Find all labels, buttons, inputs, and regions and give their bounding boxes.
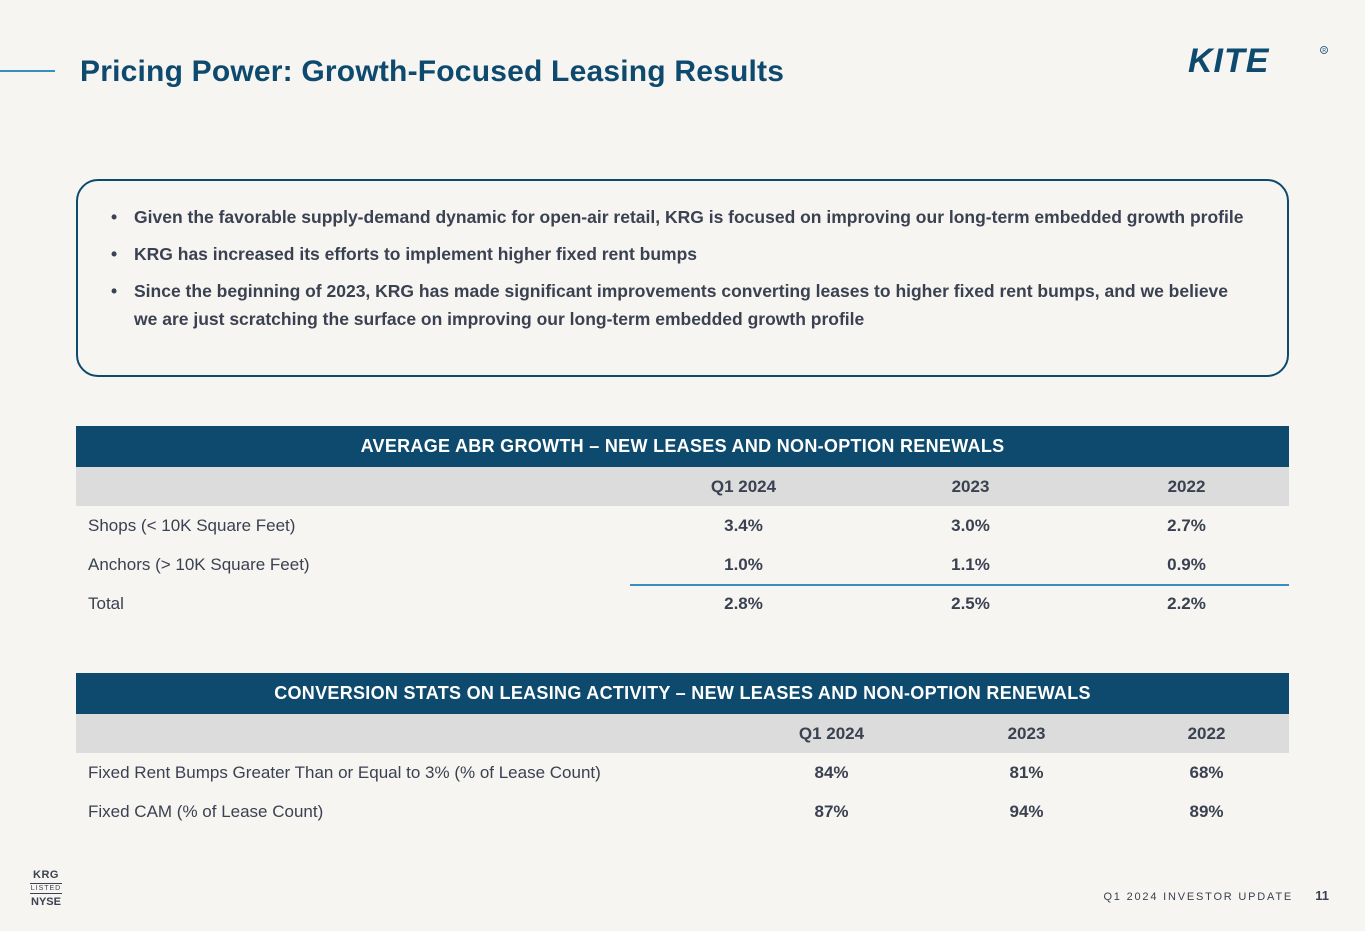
cell-value: 84% [814, 762, 849, 782]
table-row: Anchors (> 10K Square Feet) 1.0% 1.1% 0.… [76, 545, 1289, 584]
row-label: Total [88, 593, 124, 613]
bullet-icon: • [111, 244, 118, 264]
cell-value: 2.7% [1167, 515, 1206, 535]
callout-bullet: • KRG has increased its efforts to implem… [111, 240, 1247, 268]
cell-value: 81% [1009, 762, 1044, 782]
footer-text: Q1 2024 INVESTOR UPDATE [1103, 891, 1293, 903]
nyse-listed-badge: KRG LISTED NYSE [30, 869, 62, 908]
cell-value: 87% [814, 801, 849, 821]
bullet-text: KRG has increased its efforts to impleme… [134, 244, 698, 264]
cell-value: 89% [1189, 801, 1224, 821]
abr-growth-table: AVERAGE ABR GROWTH – NEW LEASES AND NON-… [76, 426, 1289, 623]
row-label: Fixed CAM (% of Lease Count) [88, 801, 324, 821]
table-title: AVERAGE ABR GROWTH – NEW LEASES AND NON-… [76, 426, 1289, 467]
cell-value: 1.0% [724, 554, 763, 574]
page-title: Pricing Power: Growth-Focused Leasing Re… [80, 55, 785, 88]
row-label: Fixed Rent Bumps Greater Than or Equal t… [88, 762, 601, 782]
callout-bullet: • Given the favorable supply-demand dynam… [111, 203, 1247, 231]
badge-listed: LISTED [30, 883, 62, 894]
bullet-text: Given the favorable supply-demand dynami… [134, 207, 1244, 227]
cell-value: 2.5% [951, 593, 990, 613]
column-header: 2022 [1167, 476, 1206, 496]
table-title: CONVERSION STATS ON LEASING ACTIVITY – N… [76, 673, 1289, 714]
bullet-icon: • [111, 207, 118, 227]
table-row: Shops (< 10K Square Feet) 3.4% 3.0% 2.7% [76, 506, 1289, 545]
title-accent-line [0, 70, 55, 72]
badge-ticker: KRG [33, 869, 59, 881]
total-divider [630, 584, 1289, 586]
cell-value: 2.8% [724, 593, 763, 613]
cell-value: 1.1% [951, 554, 990, 574]
table-row: Fixed CAM (% of Lease Count) 87% 94% 89% [76, 792, 1289, 831]
callout-bullet: • Since the beginning of 2023, KRG has ma… [111, 277, 1247, 333]
kite-logo: KITE R [1188, 42, 1328, 80]
table-row: Fixed Rent Bumps Greater Than or Equal t… [76, 753, 1289, 792]
column-header: 2022 [1187, 723, 1226, 743]
column-header: 2023 [951, 476, 990, 496]
bullet-text: Since the beginning of 2023, KRG has mad… [134, 281, 1229, 329]
cell-value: 3.4% [724, 515, 763, 535]
key-points-callout: • Given the favorable supply-demand dynam… [76, 179, 1289, 377]
table-column-header: Q1 2024 2023 2022 [76, 714, 1289, 753]
badge-exchange: NYSE [31, 896, 61, 908]
row-label: Shops (< 10K Square Feet) [88, 515, 296, 535]
svg-text:KITE: KITE [1188, 42, 1270, 80]
table-row-total: Total 2.8% 2.5% 2.2% [76, 584, 1289, 623]
bullet-icon: • [111, 281, 118, 301]
column-header: Q1 2024 [798, 723, 865, 743]
row-label: Anchors (> 10K Square Feet) [88, 554, 310, 574]
cell-value: 2.2% [1167, 593, 1206, 613]
cell-value: 0.9% [1167, 554, 1206, 574]
table-column-header: Q1 2024 2023 2022 [76, 467, 1289, 506]
conversion-stats-table: CONVERSION STATS ON LEASING ACTIVITY – N… [76, 673, 1289, 831]
column-header: Q1 2024 [710, 476, 777, 496]
svg-text:R: R [1322, 48, 1326, 54]
page-number: 11 [1315, 888, 1329, 903]
cell-value: 3.0% [951, 515, 990, 535]
column-header: 2023 [1007, 723, 1046, 743]
cell-value: 68% [1189, 762, 1224, 782]
cell-value: 94% [1009, 801, 1044, 821]
